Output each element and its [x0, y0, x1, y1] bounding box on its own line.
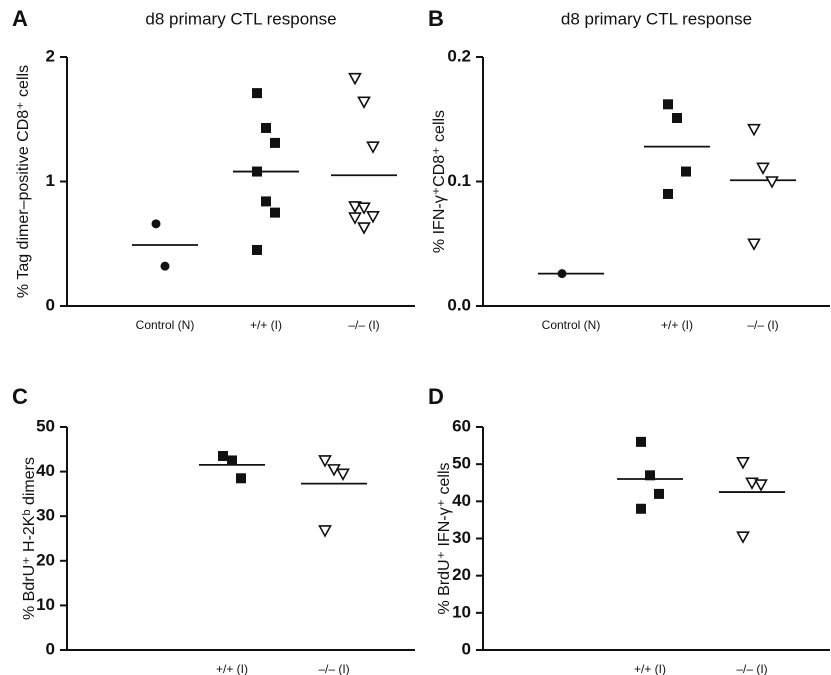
x-tick-label: Control (N): [542, 318, 601, 332]
panel-letter: C: [12, 384, 28, 409]
point: [672, 113, 682, 124]
point: [218, 450, 228, 461]
point: [357, 222, 371, 235]
x-tick-label: Control (N): [136, 318, 195, 332]
point: [747, 123, 761, 137]
x-tick-label: +/+ (I): [216, 662, 248, 675]
y-tick-label: 50: [452, 454, 471, 473]
x-tick-label: –/– (I): [736, 662, 767, 675]
x-tick-label: –/– (I): [747, 318, 778, 332]
y-tick-label: 10: [36, 595, 55, 614]
point: [663, 99, 673, 110]
point: [636, 436, 646, 447]
y-tick-label: 10: [452, 602, 471, 621]
y-tick-label: 1: [46, 171, 55, 190]
point: [366, 211, 380, 224]
point: [747, 238, 761, 251]
chart-title: d8 primary CTL response: [561, 9, 752, 28]
y-tick-label: 40: [452, 491, 471, 510]
point: [366, 141, 380, 154]
y-axis-label: % IFN-γ⁺CD8⁺ cells: [431, 110, 448, 253]
y-tick-label: 30: [36, 506, 55, 525]
x-tick-label: +/+ (I): [661, 318, 693, 332]
point: [765, 176, 779, 189]
y-axis-label: % BdrU⁺ H-2Kᵇ dimers: [21, 457, 38, 620]
panel-letter: B: [428, 6, 444, 31]
panel-letter: A: [12, 6, 28, 31]
x-tick-label: –/– (I): [348, 318, 379, 332]
point: [736, 531, 750, 544]
y-tick-label: 0.1: [447, 171, 471, 190]
point: [252, 166, 262, 177]
point: [336, 468, 350, 481]
panel-letter: D: [428, 384, 444, 409]
y-tick-label: 0: [462, 639, 471, 658]
y-tick-label: 50: [36, 416, 55, 435]
point: [557, 269, 567, 279]
y-tick-label: 20: [452, 565, 471, 584]
point: [327, 464, 341, 477]
point: [654, 488, 664, 499]
point: [736, 457, 750, 470]
point: [745, 477, 759, 490]
point: [754, 479, 768, 492]
x-tick-label: +/+ (I): [250, 318, 282, 332]
point: [645, 470, 655, 481]
x-tick-label: –/– (I): [318, 662, 349, 675]
y-tick-label: 2: [46, 46, 55, 65]
y-tick-label: 40: [36, 461, 55, 480]
y-tick-label: 0.0: [447, 295, 471, 314]
y-tick-label: 0: [46, 295, 55, 314]
chart-title: d8 primary CTL response: [145, 9, 336, 28]
point: [663, 188, 673, 199]
point: [151, 219, 161, 229]
point: [270, 137, 280, 148]
point: [236, 473, 246, 484]
x-tick-label: +/+ (I): [634, 662, 666, 675]
y-tick-label: 60: [452, 416, 471, 435]
point: [261, 122, 271, 133]
point: [252, 244, 262, 255]
point: [756, 162, 770, 175]
point: [261, 196, 271, 207]
y-axis-label: % BrdU⁺ IFN-γ⁺ cells: [436, 462, 453, 614]
point: [160, 261, 170, 271]
point: [227, 455, 237, 466]
y-tick-label: 30: [452, 528, 471, 547]
y-tick-label: 0: [46, 639, 55, 658]
point: [270, 207, 280, 218]
point: [318, 455, 332, 468]
point: [357, 96, 371, 109]
point: [348, 72, 362, 86]
point: [681, 166, 691, 177]
point: [348, 201, 362, 214]
point: [357, 202, 371, 215]
y-tick-label: 0.2: [447, 46, 471, 65]
point: [348, 212, 362, 225]
y-tick-label: 20: [36, 550, 55, 569]
point: [318, 525, 332, 538]
y-axis-label: % Tag dimer–positive CD8⁺ cells: [15, 65, 32, 298]
point: [636, 503, 646, 514]
point: [252, 88, 262, 99]
